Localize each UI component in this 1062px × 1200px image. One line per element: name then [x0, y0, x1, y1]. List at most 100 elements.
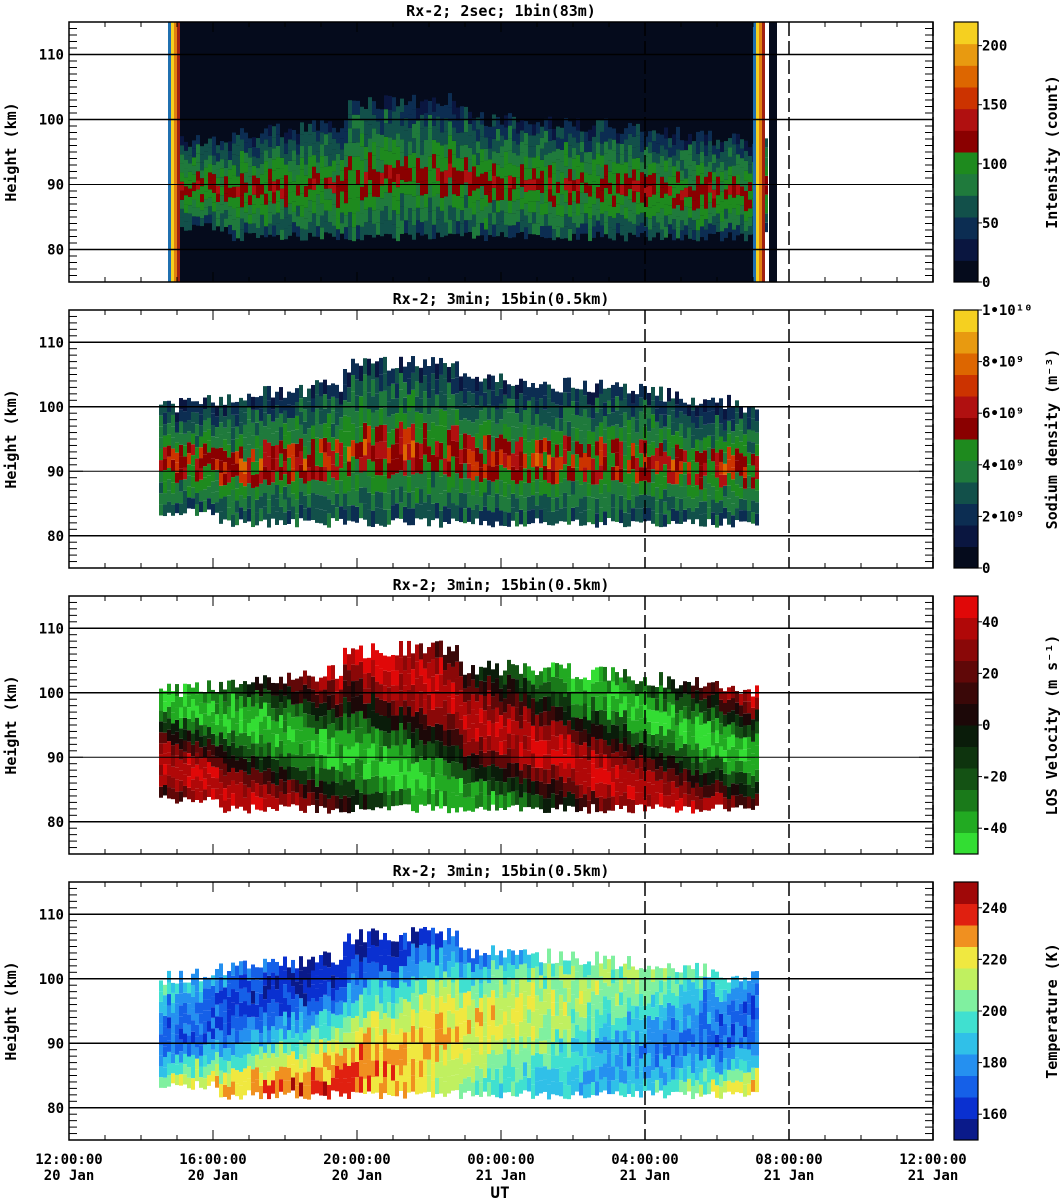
data-cell [755, 467, 759, 480]
data-cell [395, 730, 399, 746]
data-cell [700, 205, 704, 216]
data-cell [631, 720, 635, 734]
data-cell [740, 158, 744, 168]
data-cell [328, 143, 332, 155]
data-cell [708, 130, 712, 142]
data-cell [532, 135, 536, 147]
data-cell [319, 767, 323, 781]
data-cell [460, 119, 464, 133]
data-cell [503, 380, 507, 395]
data-cell [651, 796, 655, 809]
data-cell [647, 469, 651, 483]
data-cell [380, 223, 384, 237]
data-cell [335, 795, 339, 809]
data-cell [535, 714, 539, 728]
data-cell [236, 207, 240, 218]
data-cell [359, 710, 363, 728]
data-cell [599, 796, 603, 812]
data-cell [251, 755, 255, 768]
data-cell [683, 426, 687, 439]
data-cell [320, 156, 324, 168]
data-cell [491, 405, 495, 422]
data-cell [215, 437, 219, 449]
data-cell [396, 133, 400, 147]
data-cell [247, 723, 251, 736]
data-cell [372, 223, 376, 238]
data-cell [635, 780, 639, 793]
data-cell [515, 679, 519, 694]
data-cell [619, 454, 623, 469]
data-cell [355, 696, 359, 712]
data-cell [371, 726, 375, 744]
data-cell [392, 125, 396, 140]
data-cell [184, 177, 188, 187]
data-cell [184, 204, 188, 213]
data-cell [599, 681, 603, 696]
data-cell [307, 779, 311, 793]
data-cell [579, 457, 583, 472]
data-cell [579, 484, 583, 499]
data-cell [440, 197, 444, 211]
data-cell [408, 141, 412, 155]
data-cell [524, 156, 528, 169]
data-cell [631, 456, 635, 470]
data-cell [676, 171, 680, 183]
data-cell [459, 748, 463, 764]
data-cell [728, 204, 732, 214]
data-cell [379, 699, 383, 716]
data-cell [567, 509, 571, 525]
data-cell [211, 711, 215, 723]
data-cell [247, 457, 251, 471]
colorbar-tick-label: 50 [982, 216, 999, 232]
data-cell [748, 217, 752, 227]
data-cell [171, 482, 175, 494]
data-cell [623, 512, 627, 528]
data-cell [271, 771, 275, 784]
data-cell [664, 171, 668, 183]
data-cell [443, 490, 447, 507]
data-cell [384, 109, 388, 124]
data-cell [399, 405, 403, 422]
data-cell [731, 503, 735, 516]
data-cell [695, 743, 699, 757]
data-cell [683, 414, 687, 427]
data-cell [211, 402, 215, 414]
data-cell [463, 448, 467, 464]
data-cell [399, 755, 403, 773]
data-cell [355, 395, 359, 412]
data-cell [627, 513, 631, 527]
data-cell [532, 124, 536, 136]
data-cell [679, 448, 683, 462]
data-cell [507, 659, 511, 675]
data-cell [743, 737, 747, 750]
data-cell [624, 218, 628, 231]
data-cell [743, 510, 747, 522]
data-cell [396, 214, 400, 228]
data-cell [279, 453, 283, 467]
data-cell [683, 731, 687, 744]
data-cell [507, 441, 511, 456]
data-cell [363, 438, 367, 456]
data-cell [531, 495, 535, 510]
data-cell [252, 185, 256, 195]
data-cell [236, 196, 240, 208]
data-cell [435, 425, 439, 442]
data-cell [491, 451, 495, 467]
data-cell [291, 717, 295, 730]
data-cell [480, 124, 484, 137]
data-cell [548, 153, 552, 166]
data-cell [335, 412, 339, 426]
data-cell [235, 512, 239, 526]
data-cell [607, 492, 611, 506]
data-cell [599, 724, 603, 739]
data-cell [520, 141, 524, 153]
colorbar-segment [954, 331, 978, 354]
data-cell [431, 709, 435, 727]
data-cell [711, 694, 715, 708]
data-cell [183, 479, 187, 491]
data-cell [475, 741, 479, 755]
data-cell [423, 359, 427, 376]
data-cell [439, 741, 443, 759]
data-cell [459, 734, 463, 749]
data-cell [448, 107, 452, 122]
